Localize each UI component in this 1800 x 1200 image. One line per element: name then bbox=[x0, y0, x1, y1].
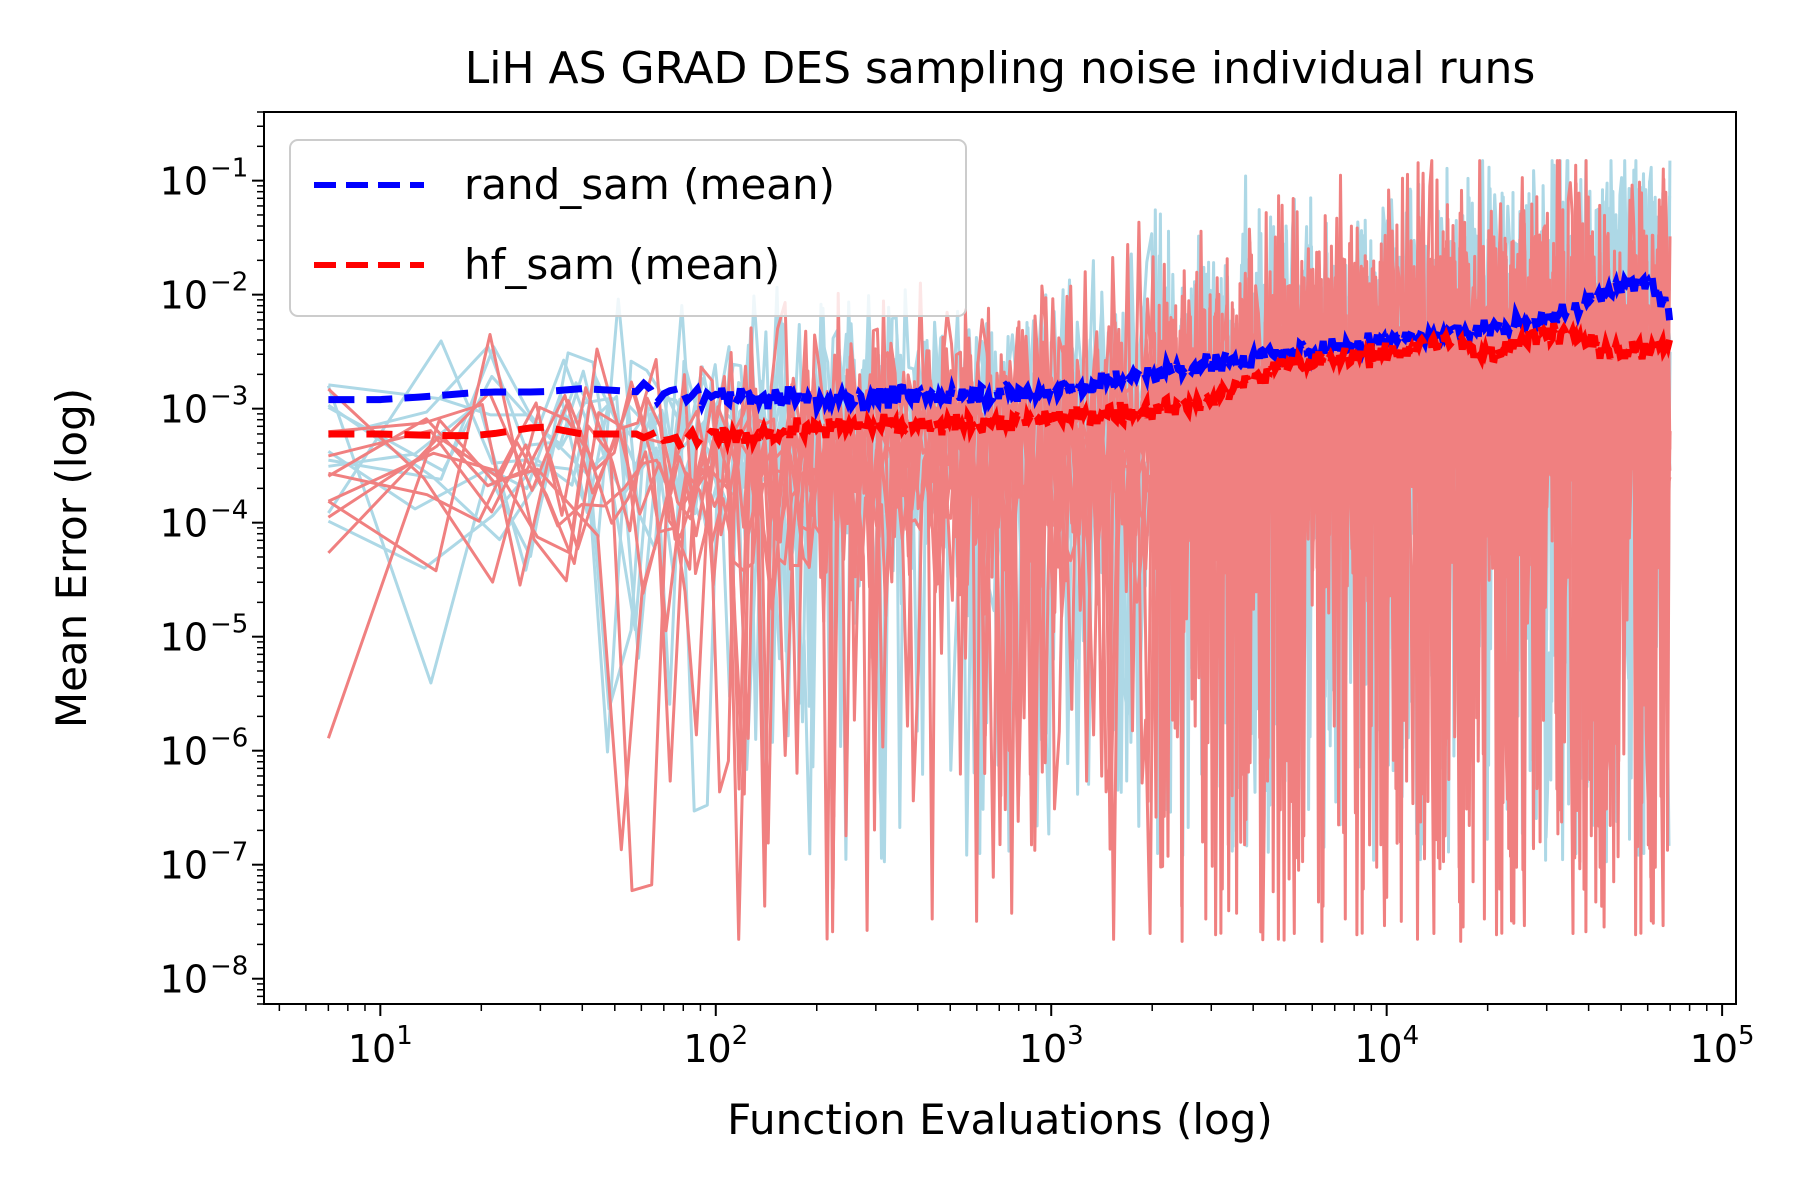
y-tick-label: 10 bbox=[160, 160, 208, 204]
x-tick-label: 105 bbox=[1690, 1021, 1755, 1071]
x-tick-label: 104 bbox=[1354, 1021, 1419, 1071]
hf-sam-mean-line bbox=[328, 319, 1673, 456]
hf-sam-run-line bbox=[328, 159, 1671, 942]
y-tick-exponent: −4 bbox=[210, 496, 248, 526]
y-tick-exponent: −2 bbox=[210, 268, 248, 298]
rand-sam-mean-line bbox=[328, 269, 1674, 421]
y-tick-exponent: −8 bbox=[210, 952, 248, 982]
y-axis-ticks: 10−810−710−610−510−410−310−210−1 bbox=[160, 111, 264, 1005]
legend-box bbox=[289, 139, 967, 317]
y-tick-exponent: −1 bbox=[210, 154, 248, 184]
y-tick-label: 10 bbox=[160, 274, 208, 318]
x-tick-label: 102 bbox=[683, 1021, 748, 1071]
plot-area bbox=[326, 159, 1674, 943]
y-tick-label: 10 bbox=[160, 388, 208, 432]
legend-label-rand-sam: rand_sam (mean) bbox=[464, 160, 835, 209]
x-tick-label: 101 bbox=[348, 1021, 413, 1071]
y-tick-exponent: −7 bbox=[210, 838, 248, 868]
y-tick-label: 10 bbox=[160, 844, 208, 888]
legend: rand_sam (mean) hf_sam (mean) bbox=[289, 139, 967, 317]
mean-lines bbox=[328, 269, 1674, 456]
y-tick-label: 10 bbox=[160, 502, 208, 546]
x-axis-label: Function Evaluations (log) bbox=[727, 1095, 1273, 1144]
y-axis-label: Mean Error (log) bbox=[47, 388, 96, 728]
y-tick-exponent: −6 bbox=[210, 724, 248, 754]
chart-title: LiH AS GRAD DES sampling noise individua… bbox=[465, 43, 1536, 94]
y-tick-label: 10 bbox=[160, 616, 208, 660]
y-tick-label: 10 bbox=[160, 730, 208, 774]
x-axis-ticks: 101 102 103 104 105 bbox=[278, 1004, 1755, 1071]
hf-sam-individual-runs bbox=[326, 159, 1672, 943]
y-tick-exponent: −5 bbox=[210, 610, 248, 640]
x-tick-label: 103 bbox=[1019, 1021, 1084, 1071]
y-tick-exponent: −3 bbox=[210, 382, 248, 412]
y-tick-label: 10 bbox=[160, 958, 208, 1002]
legend-label-hf-sam: hf_sam (mean) bbox=[464, 240, 780, 289]
